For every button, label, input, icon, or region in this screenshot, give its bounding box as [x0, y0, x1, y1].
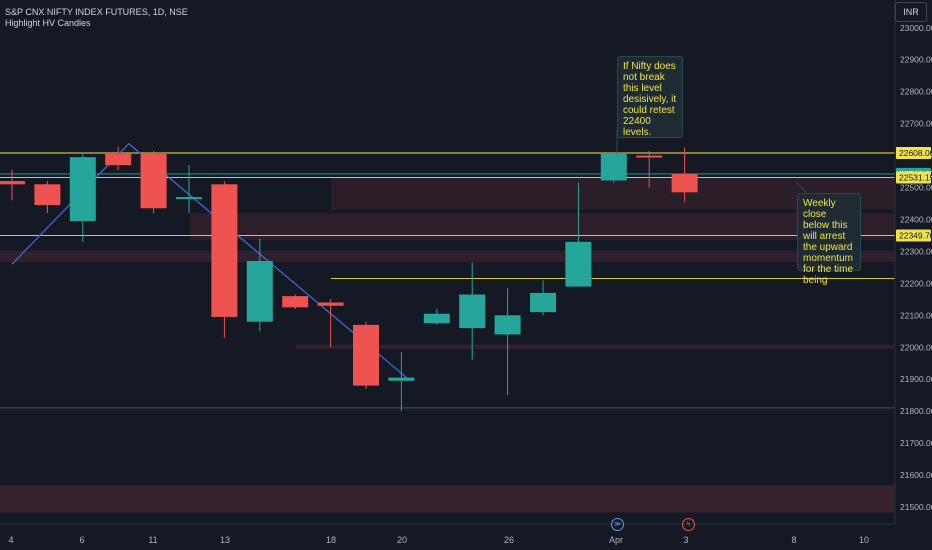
y-tick-label: 21800.00	[900, 406, 932, 416]
zones-layer	[0, 177, 895, 513]
candle-body	[211, 184, 238, 317]
x-tick-label: 6	[79, 535, 84, 545]
y-tick-label: 22300.00	[900, 246, 932, 256]
price-label-bg	[896, 229, 931, 242]
x-tick-label: 11	[148, 535, 157, 545]
candle-body	[459, 294, 486, 329]
x-tick-label: 20	[397, 535, 407, 545]
candle-body	[423, 313, 450, 324]
candle-body	[140, 153, 167, 209]
candle-body	[34, 184, 61, 206]
y-tick-label: 21500.00	[900, 502, 932, 512]
x-tick-label: 13	[220, 535, 230, 545]
candle-body	[565, 241, 592, 287]
earnings-marker-icon[interactable]: ≫	[611, 518, 624, 531]
price-label: 22608.00	[899, 148, 932, 158]
x-tick-label: 18	[326, 535, 336, 545]
candle-body	[388, 377, 415, 381]
price-label-bg	[896, 171, 931, 184]
x-tick-label: 26	[504, 535, 514, 545]
y-tick-label: 21600.00	[900, 470, 932, 480]
y-tick-label: 21700.00	[900, 438, 932, 448]
candle-body	[317, 302, 344, 306]
currency-badge[interactable]: INR	[895, 2, 927, 22]
candle-body	[105, 153, 132, 166]
y-axis: 21500.00 21600.00 21700.00 21800.00 21900.00…	[894, 0, 932, 524]
trendline	[11, 142, 409, 380]
y-tick-label: 22700.00	[900, 119, 932, 129]
x-tick-label: Apr	[609, 535, 623, 545]
y-tick-label: 22500.00	[900, 183, 932, 193]
candle-body	[246, 260, 273, 322]
candle-body	[530, 292, 556, 313]
price-label: 22349.70	[899, 231, 932, 241]
candle-body	[494, 315, 521, 335]
y-tick-label: 22800.00	[900, 87, 932, 97]
candle-body	[282, 296, 309, 308]
candle-body	[636, 155, 663, 158]
candle-body	[600, 152, 627, 181]
y-tick-label: 21900.00	[900, 374, 932, 384]
y-tick-label: 22400.00	[900, 214, 932, 224]
y-tick-label: 22100.00	[900, 310, 932, 320]
zone-1	[0, 485, 895, 513]
candle-body	[0, 181, 25, 185]
x-tick-label: 4	[8, 535, 13, 545]
zone-2	[190, 213, 895, 241]
x-axis: 4 6 11 13 18 20 26 Apr 3 8 10	[0, 523, 895, 545]
callout-retest-22400[interactable]: If Nifty does not break this level desis…	[617, 56, 683, 138]
callout-weekly-close[interactable]: Weekly close below this will arrest the …	[797, 193, 861, 286]
candle-body	[353, 324, 379, 386]
symbol-title[interactable]: S&P CNX NIFTY INDEX FUTURES, 1D, NSE	[5, 7, 188, 17]
candle-body	[671, 174, 698, 193]
y-tick-label: 23000.00	[900, 23, 932, 33]
zone-4	[296, 344, 895, 349]
callout-pointer	[796, 182, 808, 194]
x-tick-label: 3	[683, 535, 688, 545]
trendline-layer	[11, 142, 409, 380]
y-tick-label: 22900.00	[900, 55, 932, 65]
zone-0	[0, 250, 895, 262]
x-tick-label: 10	[859, 535, 869, 545]
candle-body	[69, 157, 96, 222]
x-tick-label: 8	[791, 535, 796, 545]
price-label: 22531.15	[899, 173, 932, 183]
candles-layer	[0, 146, 698, 412]
dividend-marker-icon[interactable]: ϟ	[682, 518, 695, 531]
y-tick-label: 22200.00	[900, 278, 932, 288]
indicator-title[interactable]: Highlight HV Candles	[5, 18, 91, 28]
price-label-bg	[896, 146, 931, 159]
candle-body	[176, 197, 202, 200]
y-tick-label: 22000.00	[900, 342, 932, 352]
